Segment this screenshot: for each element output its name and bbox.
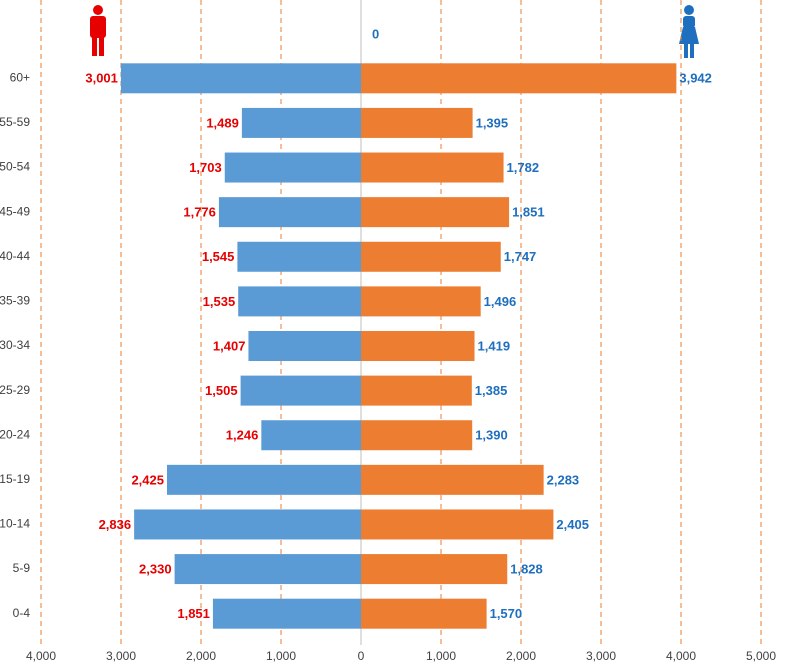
bar [361,598,487,629]
bar [237,241,361,272]
value-label: 1,390 [475,428,508,443]
bar [174,554,361,585]
bar [361,197,510,228]
value-label: 1,747 [504,249,537,264]
bar [361,152,504,183]
bar [212,598,361,629]
value-label: 1,776 [183,205,216,220]
y-tick-label: 5-9 [13,561,31,575]
bar [218,197,361,228]
bar [361,331,475,361]
value-label: 2,836 [99,517,132,532]
value-label: 1,782 [507,160,540,175]
bar [361,241,501,272]
y-tick-label: 25-29 [0,383,30,397]
y-tick-label: 30-34 [0,338,30,352]
value-label: 1,570 [490,606,523,621]
value-label: 1,505 [205,383,238,398]
x-tick-label: 5,000 [746,649,776,663]
x-tick-label: 1,000 [266,649,296,663]
male-icon [90,5,106,56]
value-label: 1,489 [206,115,239,130]
y-tick-label: 20-24 [0,427,30,441]
bar [361,63,677,94]
bar [248,331,361,361]
bar [241,107,361,138]
x-tick-label: 3,000 [106,649,136,663]
bar [361,420,473,451]
x-tick-label: 2,000 [506,649,536,663]
value-label: 2,425 [131,472,164,487]
y-tick-label: 55-59 [0,115,30,129]
bar [261,420,361,451]
value-label: 3,942 [679,71,712,86]
value-label: 2,405 [556,517,589,532]
value-label: 2,330 [139,562,172,577]
value-label: 2,283 [547,472,580,487]
bar [238,286,361,317]
x-tick-label: 4,000 [666,649,696,663]
y-tick-label: 0-4 [13,606,31,620]
x-tick-label: 3,000 [586,649,616,663]
value-label: 1,703 [189,160,222,175]
value-label: 1,419 [478,338,511,353]
y-tick-label: 35-39 [0,294,30,308]
bar [167,464,361,495]
y-tick-label: 60+ [10,70,30,84]
y-tick-label: 10-14 [0,517,30,531]
value-label: 1,246 [226,428,259,443]
x-tick-label: 0 [358,649,365,663]
value-label: 1,851 [177,606,210,621]
y-tick-label: 50-54 [0,160,30,174]
bar [361,107,473,138]
value-label: 1,395 [476,115,509,130]
value-label: 3,001 [85,71,118,86]
bar [361,509,554,540]
value-label: 1,407 [213,338,246,353]
y-tick-label: 15-19 [0,472,30,486]
bar [240,375,361,406]
bar [134,509,361,540]
value-label: 1,828 [510,562,543,577]
value-label: 1,535 [203,294,236,309]
annotation: 0 [372,26,379,41]
value-label: 1,385 [475,383,508,398]
bar [361,464,544,495]
x-tick-label: 1,000 [426,649,456,663]
value-label: 1,496 [484,294,517,309]
x-tick-label: 2,000 [186,649,216,663]
bar [361,286,481,317]
bar [120,63,361,94]
value-label: 1,851 [512,205,545,220]
value-label: 1,545 [202,249,235,264]
x-tick-label: 4,000 [26,649,56,663]
y-tick-label: 40-44 [0,249,30,263]
bar [361,554,508,585]
bar [224,152,361,183]
y-tick-label: 45-49 [0,204,30,218]
female-icon [679,5,699,58]
bar [361,375,472,406]
